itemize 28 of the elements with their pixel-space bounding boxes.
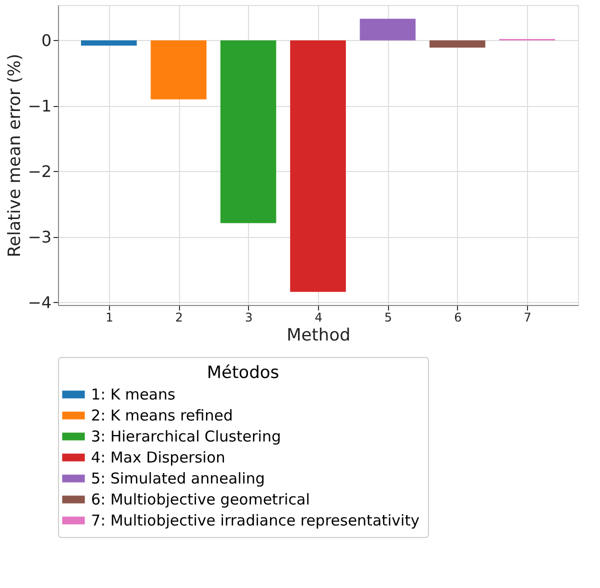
legend-label: 2: K means refined <box>91 406 233 424</box>
legend-label: 6: Multiobjective geometrical <box>91 490 310 508</box>
x-tick-label: 7 <box>524 310 532 324</box>
bar <box>81 40 137 46</box>
y-tick-label: −4 <box>28 292 52 312</box>
bar <box>430 40 486 48</box>
legend-label: 4: Max Dispersion <box>91 448 226 466</box>
bar <box>360 18 416 40</box>
legend-label: 7: Multiobjective irradiance representativity <box>91 512 420 530</box>
legend-title: Métodos <box>206 363 280 383</box>
x-tick-label: 4 <box>314 310 322 324</box>
legend-label: 5: Simulated annealing <box>91 470 265 488</box>
x-axis-title: Method <box>286 326 350 346</box>
bar <box>290 40 346 292</box>
x-tick-label: 2 <box>175 310 183 324</box>
bar <box>220 40 276 224</box>
y-tick-label: 0 <box>41 30 52 50</box>
x-tick-label: 3 <box>244 310 253 324</box>
legend-label: 3: Hierarchical Clustering <box>91 428 281 446</box>
bar <box>150 40 206 100</box>
x-tick-label: 1 <box>106 310 114 324</box>
x-tick-label: 5 <box>384 310 392 324</box>
x-tick-label: 6 <box>454 310 462 324</box>
y-tick-label: −3 <box>28 227 52 246</box>
y-axis-title: Relative mean error (%) <box>4 54 25 258</box>
legend-label: 1: K means <box>91 386 176 404</box>
y-tick-label: −1 <box>28 96 52 116</box>
y-tick-label: −2 <box>28 162 52 181</box>
